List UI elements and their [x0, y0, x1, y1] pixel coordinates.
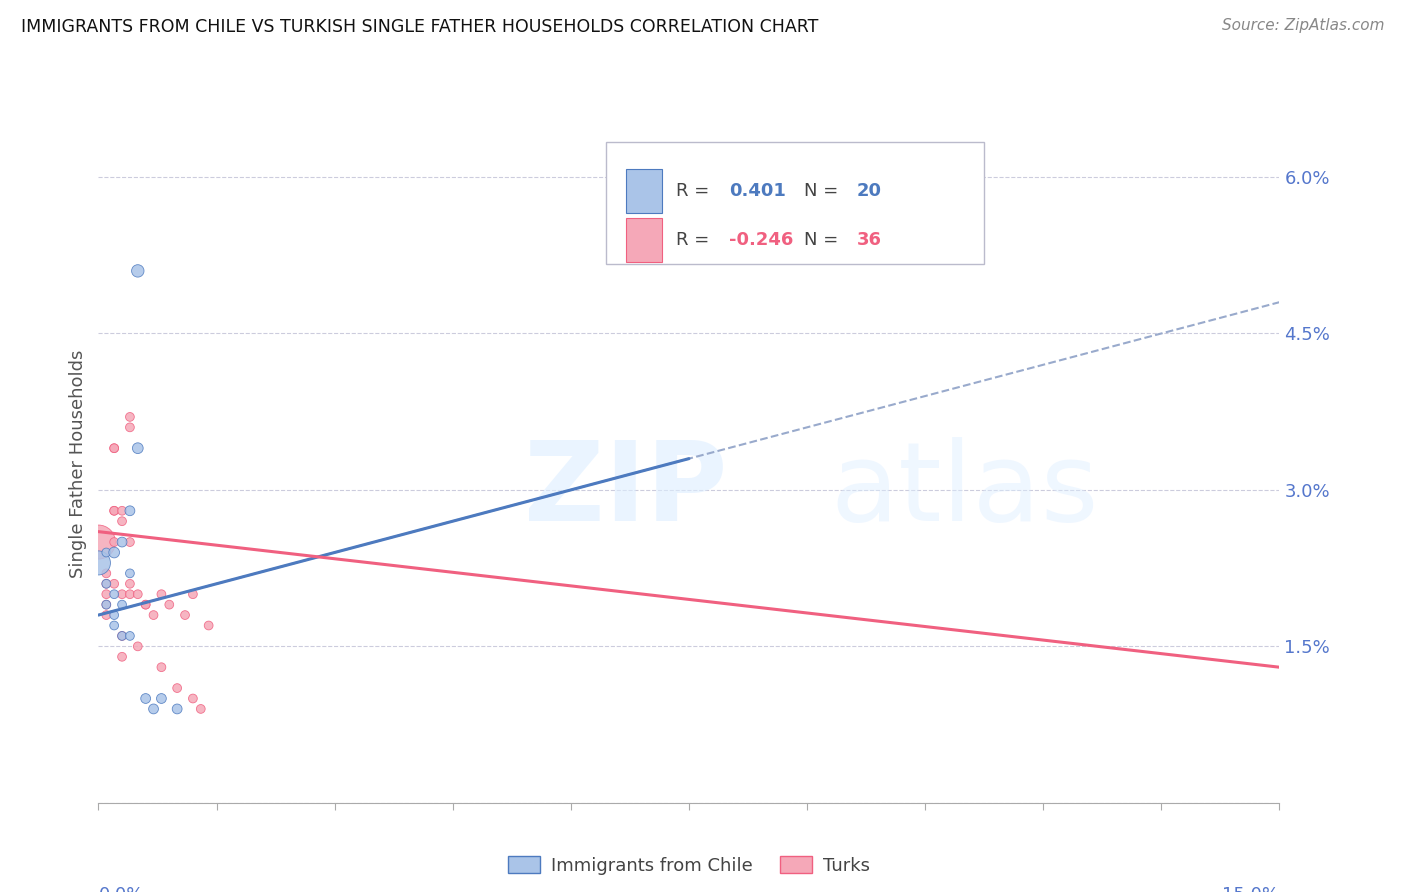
Point: [96, 576, 118, 591]
Point: [103, 618, 125, 632]
Point: [150, 587, 173, 601]
Legend: Immigrants from Chile, Turks: Immigrants from Chile, Turks: [501, 849, 877, 882]
Text: 36: 36: [856, 231, 882, 249]
Point: [96, 576, 118, 591]
Point: [103, 441, 125, 455]
Point: [111, 629, 134, 643]
Point: [111, 514, 134, 528]
Y-axis label: Single Father Households: Single Father Households: [69, 350, 87, 578]
Point: [87, 556, 110, 570]
Point: [150, 691, 173, 706]
Point: [103, 535, 125, 549]
Text: N =: N =: [803, 182, 844, 201]
Point: [135, 691, 157, 706]
Point: [96, 598, 118, 612]
Point: [103, 576, 125, 591]
Point: [127, 264, 149, 278]
Point: [118, 420, 141, 434]
Point: [118, 566, 141, 581]
Point: [166, 681, 188, 695]
Point: [118, 629, 141, 643]
Text: 0.0%: 0.0%: [98, 887, 143, 892]
Point: [96, 566, 118, 581]
Point: [118, 504, 141, 518]
Point: [103, 441, 125, 455]
Point: [103, 608, 125, 623]
Point: [111, 598, 134, 612]
Point: [111, 629, 134, 643]
FancyBboxPatch shape: [626, 218, 662, 261]
FancyBboxPatch shape: [606, 142, 984, 264]
Text: atlas: atlas: [831, 437, 1099, 544]
Point: [142, 608, 165, 623]
Point: [103, 587, 125, 601]
Point: [96, 587, 118, 601]
Text: IMMIGRANTS FROM CHILE VS TURKISH SINGLE FATHER HOUSEHOLDS CORRELATION CHART: IMMIGRANTS FROM CHILE VS TURKISH SINGLE …: [21, 18, 818, 36]
Point: [87, 535, 110, 549]
Point: [197, 618, 219, 632]
Point: [111, 535, 134, 549]
Text: R =: R =: [676, 182, 714, 201]
Point: [111, 587, 134, 601]
Point: [111, 649, 134, 664]
FancyBboxPatch shape: [626, 169, 662, 213]
Point: [181, 587, 204, 601]
Point: [135, 598, 157, 612]
Text: 20: 20: [856, 182, 882, 201]
Point: [157, 598, 180, 612]
Point: [118, 576, 141, 591]
Text: 15.0%: 15.0%: [1222, 887, 1279, 892]
Text: ZIP: ZIP: [523, 437, 727, 544]
Point: [181, 691, 204, 706]
Text: -0.246: -0.246: [730, 231, 793, 249]
Point: [118, 587, 141, 601]
Point: [96, 598, 118, 612]
Point: [190, 702, 212, 716]
Point: [127, 587, 149, 601]
Point: [103, 545, 125, 559]
Point: [127, 441, 149, 455]
Point: [174, 608, 197, 623]
Point: [111, 504, 134, 518]
Point: [96, 545, 118, 559]
Point: [118, 535, 141, 549]
Text: 0.401: 0.401: [730, 182, 786, 201]
Point: [150, 660, 173, 674]
Point: [142, 702, 165, 716]
Text: Source: ZipAtlas.com: Source: ZipAtlas.com: [1222, 18, 1385, 33]
Point: [103, 504, 125, 518]
Point: [103, 504, 125, 518]
Point: [166, 702, 188, 716]
Point: [127, 640, 149, 654]
Point: [135, 598, 157, 612]
Point: [96, 608, 118, 623]
Text: N =: N =: [803, 231, 844, 249]
Point: [118, 409, 141, 424]
Text: R =: R =: [676, 231, 714, 249]
